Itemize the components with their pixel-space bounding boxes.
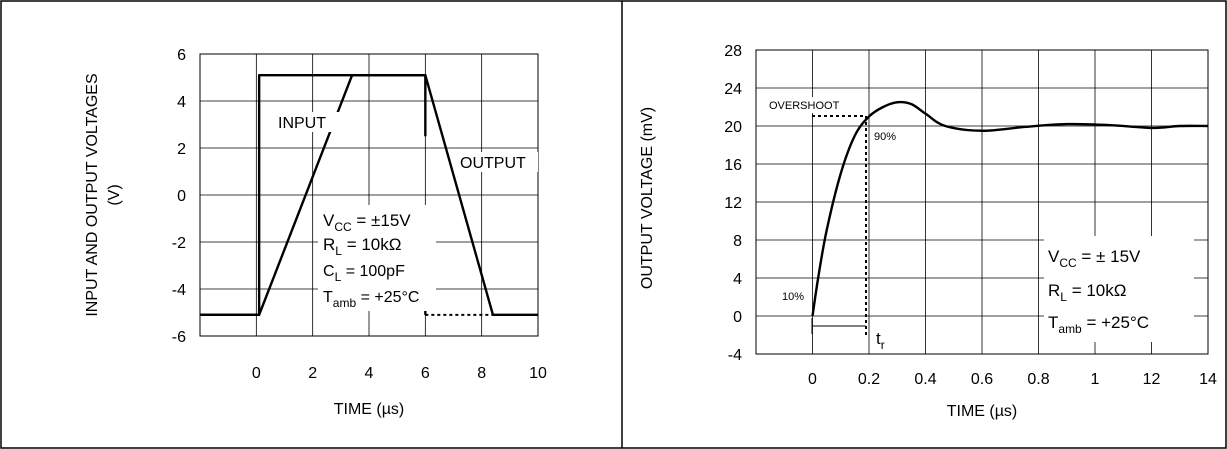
tamb-left: Tamb = +25°C [323,289,419,310]
series-line-0 [811,100,1209,317]
x-tick-label: 0.2 [858,371,880,388]
rl-left: RL = 10kΩ [323,235,401,258]
x-tick-label: 8 [477,365,486,382]
y-tick-label: -2 [172,235,186,252]
x-axis-title-left: TIME (µs) [334,401,405,418]
y-tick-label: -4 [728,347,742,364]
x-tick-label: 1 [1091,371,1100,388]
output-label-bg [458,152,538,172]
x-tick-label: 14 [1199,371,1217,388]
y-tick-label: 0 [733,309,742,326]
p10-label-bg [780,288,810,302]
cl-left: CL = 100pF [323,263,405,284]
y-ticks-right: 28 24 20 16 12 8 4 0 -4 [724,43,742,364]
rise-time-label: tr [876,329,885,352]
x-ticks-left: 0 2 4 6 8 10 [252,365,547,382]
plot-frame-left [199,53,539,337]
conditions-bg-left [318,205,436,311]
overshoot-label-bg [766,97,850,113]
input-label: INPUT [278,115,326,132]
chart-right: 0 0.2 0.4 0.6 0.8 1 12 14 28 24 20 16 12 8 4 0 -4 OVERS… [639,43,1217,420]
x-ticks-right: 0 0.2 0.4 0.6 0.8 1 12 14 [808,371,1217,388]
x-tick-label: 0.4 [914,371,936,388]
y-tick-label: -6 [172,329,186,346]
y-tick-label: 6 [177,47,186,64]
y-tick-label: 4 [733,271,742,288]
p90-label-bg [872,128,906,142]
x-tick-label: 12 [1143,371,1161,388]
y-axis-title-left-1: INPUT AND OUTPUT VOLTAGES [84,73,101,316]
tamb-right: Tamb = +25°C [1048,313,1149,336]
rl-right: RL = 10kΩ [1048,281,1126,304]
x-axis-title-right: TIME (µs) [947,403,1018,420]
input-label-bg [274,112,346,132]
x-tick-label: 0.6 [971,371,993,388]
y-tick-label: 0 [177,188,186,205]
y-axis-title-left-2: (V) [106,184,123,205]
chart-left: 0 2 4 6 8 10 6 4 2 0 -2 -4 -6 INPUT AND OUTPUT VOLT… [84,47,547,418]
p10-label: 10% [782,291,804,303]
x-tick-label: 0 [808,371,817,388]
y-axis-title-right: OUTPUT VOLTAGE (mV) [639,107,656,289]
overshoot-label: OVERSHOOT [769,100,840,112]
y-tick-label: 8 [733,233,742,250]
tr-label-bg [872,328,898,350]
y-tick-label: -4 [172,282,186,299]
y-tick-label: 12 [724,195,742,212]
output-label: OUTPUT [460,155,526,172]
y-tick-label: 24 [724,81,742,98]
plot-frame-right [755,49,1209,355]
x-tick-label: 2 [308,365,317,382]
p90-label: 90% [874,131,896,143]
x-tick-label: 6 [421,365,430,382]
series-right [811,100,1209,317]
conditions-bg-right [1044,236,1194,342]
y-tick-label: 2 [177,141,186,158]
y-tick-label: 4 [177,94,186,111]
y-tick-label: 20 [724,119,742,136]
x-tick-label: 0.8 [1027,371,1049,388]
y-ticks-left: 6 4 2 0 -2 -4 -6 [172,47,186,346]
y-tick-label: 28 [724,43,742,60]
series-line-2 [200,73,538,317]
x-tick-label: 10 [529,365,547,382]
y-tick-label: 16 [724,157,742,174]
x-tick-label: 0 [252,365,261,382]
x-tick-label: 4 [365,365,374,382]
vcc-right: VCC = ± 15V [1048,247,1141,270]
vcc-left: VCC = ±15V [323,211,411,234]
